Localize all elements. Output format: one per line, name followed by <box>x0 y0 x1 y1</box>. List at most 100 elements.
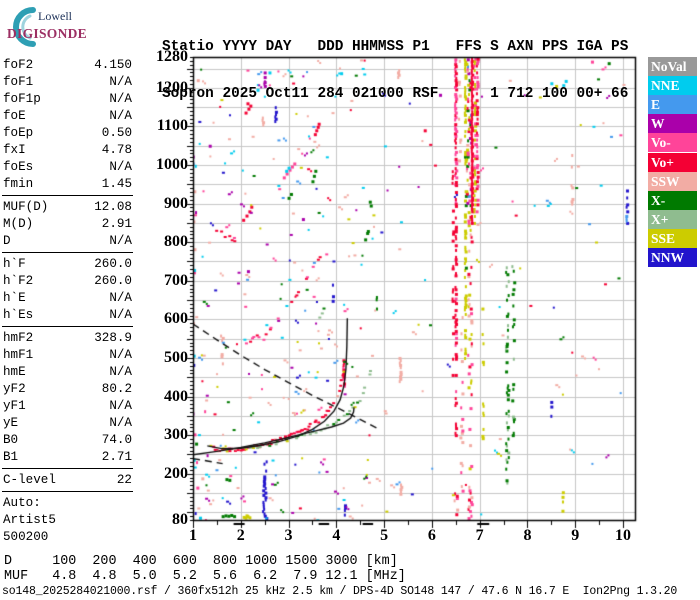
param-row-b1: B1 2.71 <box>3 449 132 466</box>
legend-item-nne: NNE <box>648 76 697 96</box>
param-label: fxI <box>3 143 26 157</box>
y-tick-label: 80 <box>172 511 188 528</box>
legend-item-e: E <box>648 95 697 115</box>
autoscaling-info-line: Artist5 <box>3 513 56 527</box>
param-value: N/A <box>109 234 132 248</box>
param-value: N/A <box>109 75 132 89</box>
legend-item-nnw: NNW <box>648 248 697 268</box>
lowell-digisonde-logo <box>13 7 36 47</box>
param-label: hmF2 <box>3 331 34 345</box>
logo-inner-arc-icon <box>21 14 32 40</box>
x-tick-label: 7 <box>475 527 484 544</box>
muf-row: MUF 4.8 4.8 5.0 5.2 5.6 6.2 7.9 12.1 [MH… <box>4 569 406 584</box>
param-row-d: D N/A <box>3 233 132 250</box>
param-value: N/A <box>109 291 132 305</box>
x-tick-label: 8 <box>523 527 532 544</box>
param-label: C-level <box>3 473 56 487</box>
param-label: h`F <box>3 257 26 271</box>
param-value: 22 <box>116 473 132 487</box>
panel-divider <box>2 251 133 253</box>
y-tick-label: 300 <box>164 426 188 444</box>
param-label: D <box>3 234 11 248</box>
param-row-foes: foEs N/A <box>3 159 132 176</box>
param-value: 74.0 <box>101 433 132 447</box>
param-row-foe: foE N/A <box>3 108 132 125</box>
y-tick-label: 1200 <box>156 78 188 96</box>
param-value: N/A <box>109 348 132 362</box>
param-label: h`F2 <box>3 274 34 288</box>
panel-divider <box>2 467 133 469</box>
y-tick-label: 1280 <box>156 48 188 65</box>
param-row-md: M(D) 2.91 <box>3 216 132 233</box>
param-value: 0.50 <box>101 126 132 140</box>
logo-arc-icon <box>13 7 36 47</box>
param-value: 4.78 <box>101 143 132 157</box>
param-label: foEs <box>3 160 34 174</box>
y-tick-label: 400 <box>164 387 188 405</box>
param-label: yF2 <box>3 382 26 396</box>
logo-text-lowell: Lowell <box>38 9 72 23</box>
param-value: 12.08 <box>94 200 132 214</box>
legend-item-noval: NoVal <box>648 57 697 77</box>
param-label: fmin <box>3 177 34 191</box>
param-label: foEp <box>3 126 34 140</box>
param-value: 260.0 <box>94 257 132 271</box>
param-row-b0: B0 74.0 <box>3 432 132 449</box>
legend-item-x: X- <box>648 190 697 210</box>
param-value: N/A <box>109 160 132 174</box>
param-label: foF1p <box>3 92 41 106</box>
y-tick-label: 700 <box>164 271 188 289</box>
file-status-line: so148_2025284021000.rsf / 360fx512h 25 k… <box>2 585 678 598</box>
param-label: h`Es <box>3 308 34 322</box>
param-row-hf: h`F 260.0 <box>3 256 132 273</box>
legend-item-vo: Vo+ <box>648 152 697 172</box>
y-tick-label: 800 <box>164 233 188 251</box>
x-tick-label: 1 <box>189 527 197 544</box>
param-row-hf2: h`F2 260.0 <box>3 273 132 290</box>
param-row-yf1: yF1 N/A <box>3 398 132 415</box>
logo-text-digisonde: DIGISONDE <box>7 26 87 41</box>
legend-item-ssw: SSW <box>648 171 697 191</box>
header-field-names: Statio YYYY DAY DDD HHMMSS P1 FFS S AXN … <box>162 39 629 55</box>
param-row-hmf1: hmF1 N/A <box>3 347 132 364</box>
param-value: N/A <box>109 399 132 413</box>
panel-divider <box>2 194 133 196</box>
param-value: N/A <box>109 92 132 106</box>
param-value: 2.71 <box>101 450 132 464</box>
distance-row: D 100 200 400 600 800 1000 1500 3000 [km… <box>4 554 398 569</box>
legend-item-vo: Vo- <box>648 133 697 153</box>
param-row-fof1: foF1 N/A <box>3 74 132 91</box>
panel-divider <box>2 325 133 327</box>
param-label: M(D) <box>3 217 34 231</box>
param-label: hmE <box>3 365 26 379</box>
param-row-fof2: foF2 4.150 <box>3 57 132 74</box>
x-tick-label: 9 <box>571 527 580 544</box>
param-row-fmin: fmin 1.45 <box>3 176 132 193</box>
param-label: foF2 <box>3 58 34 72</box>
param-value: N/A <box>109 416 132 430</box>
param-label: h`E <box>3 291 26 305</box>
y-tick-label: 500 <box>164 348 188 366</box>
x-tick-label: 6 <box>427 527 436 544</box>
param-value: 80.2 <box>101 382 132 396</box>
param-label: foE <box>3 109 26 123</box>
legend-item-w: W <box>648 114 697 134</box>
param-value: N/A <box>109 109 132 123</box>
x-tick-label: 10 <box>615 527 632 544</box>
legend-item-x: X+ <box>648 209 697 229</box>
measurement-header: Statio YYYY DAY DDD HHMMSS P1 FFS S AXN … <box>162 9 628 133</box>
param-label: yF1 <box>3 399 26 413</box>
y-tick-label: 600 <box>164 310 188 328</box>
param-label: B0 <box>3 433 19 447</box>
param-row-he: h`E N/A <box>3 290 132 307</box>
param-row-yf2: yF2 80.2 <box>3 381 132 398</box>
param-row-ye: yE N/A <box>3 415 132 432</box>
param-row-hme: hmE N/A <box>3 364 132 381</box>
param-row-clevel: C-level 22 <box>3 472 132 489</box>
param-value: N/A <box>109 365 132 379</box>
x-tick-label: 4 <box>332 527 341 544</box>
param-value: 1.45 <box>101 177 132 191</box>
param-label: MUF(D) <box>3 200 49 214</box>
param-row-hmf2: hmF2 328.9 <box>3 330 132 347</box>
